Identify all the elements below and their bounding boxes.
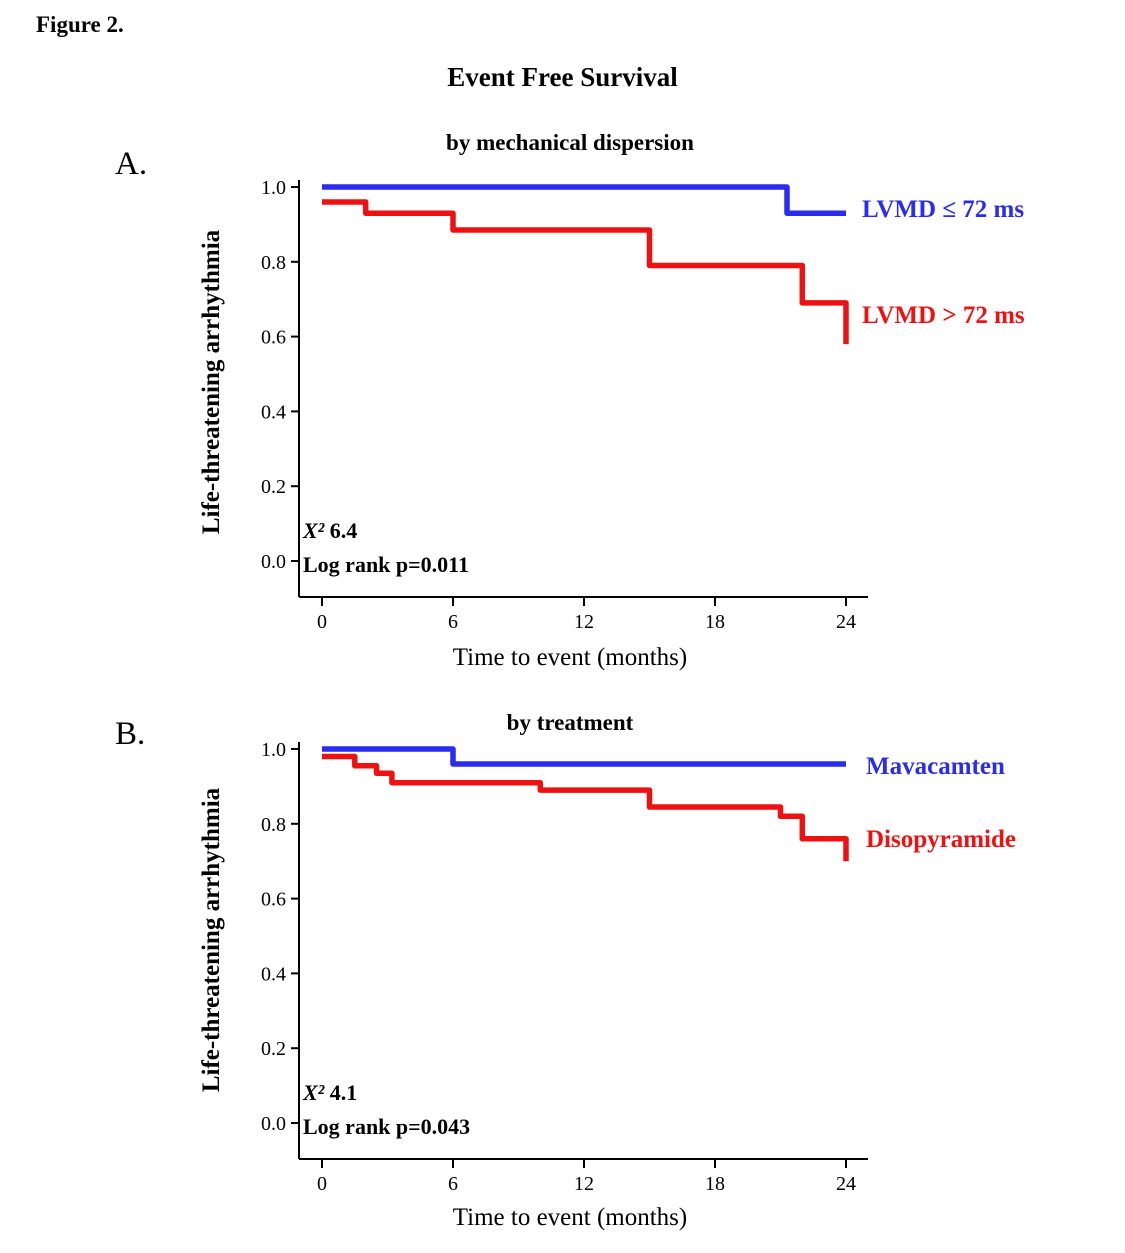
x-tick-label: 24 (836, 1173, 856, 1195)
y-tick-label: 0.6 (261, 327, 286, 349)
panel-b-legend-disopyramide: Disopyramide (866, 826, 1016, 853)
survival-curve (322, 199, 849, 345)
figure-label: Figure 2. (36, 12, 124, 37)
y-tick-label: 1.0 (261, 177, 286, 199)
x-tick-label: 0 (317, 1173, 327, 1195)
panel-a-chi-square-stat: X² 6.4 (303, 520, 357, 542)
panel-b-label: B. (115, 716, 146, 752)
survival-curve (322, 746, 846, 767)
chi-symbol: X² (303, 1080, 325, 1105)
x-tick-label: 24 (836, 611, 856, 633)
x-tick-label: 6 (448, 611, 458, 633)
chi-value: 6.4 (329, 518, 358, 543)
y-tick-label: 1.0 (261, 739, 286, 761)
panel-b-subtitle: by treatment (506, 710, 634, 735)
panel-b-x-axis-label: Time to event (months) (452, 1204, 688, 1231)
panel-a-legend-lvmd-gt-72: LVMD > 72 ms (862, 302, 1025, 329)
x-tick-label: 18 (705, 611, 725, 633)
y-tick-label: 0.8 (261, 252, 286, 274)
panel-b-chi-square-stat: X² 4.1 (303, 1082, 357, 1104)
y-tick-label: 0.8 (261, 814, 286, 836)
y-tick-label: 0.2 (261, 1038, 286, 1060)
panel-a-y-axis-label: Life-threatening arrhythmia (198, 229, 225, 535)
panel-b-y-axis-label: Life-threatening arrhythmia (198, 787, 225, 1093)
panel-a-logrank-stat: Log rank p=0.011 (303, 552, 469, 577)
y-tick-label: 0.6 (261, 889, 286, 911)
y-tick-label: 0.4 (261, 963, 286, 985)
panel-a-x-axis-label: Time to event (months) (452, 644, 688, 671)
x-tick-label: 18 (705, 1173, 725, 1195)
y-tick-label: 0.4 (261, 401, 286, 423)
y-tick-label: 0.2 (261, 476, 286, 498)
chi-symbol: X² (303, 518, 325, 543)
chi-value: 4.1 (329, 1080, 358, 1105)
panel-b-logrank-stat: Log rank p=0.043 (303, 1114, 471, 1139)
survival-curve (322, 184, 846, 216)
x-tick-label: 6 (448, 1173, 458, 1195)
panel-a-legend-lvmd-le-72: LVMD ≤ 72 ms (862, 196, 1025, 223)
panel-a-subtitle: by mechanical dispersion (446, 130, 694, 155)
x-tick-label: 12 (574, 1173, 594, 1195)
x-tick-label: 12 (574, 611, 594, 633)
x-tick-label: 0 (317, 611, 327, 633)
panel-b-legend-mavacamten: Mavacamten (866, 753, 1005, 780)
panel-a-label: A. (115, 146, 148, 182)
y-tick-label: 0.0 (261, 1113, 286, 1135)
survival-curve (322, 753, 849, 862)
panel-a-km-plot: 0.0 0.2 0.4 0.6 0.8 1.0 0 6 12 18 24 (261, 177, 868, 633)
y-tick-label: 0.0 (261, 551, 286, 573)
figure-title: Event Free Survival (447, 62, 678, 92)
panel-b-km-plot: 0.0 0.2 0.4 0.6 0.8 1.0 0 6 12 18 24 (261, 739, 868, 1195)
